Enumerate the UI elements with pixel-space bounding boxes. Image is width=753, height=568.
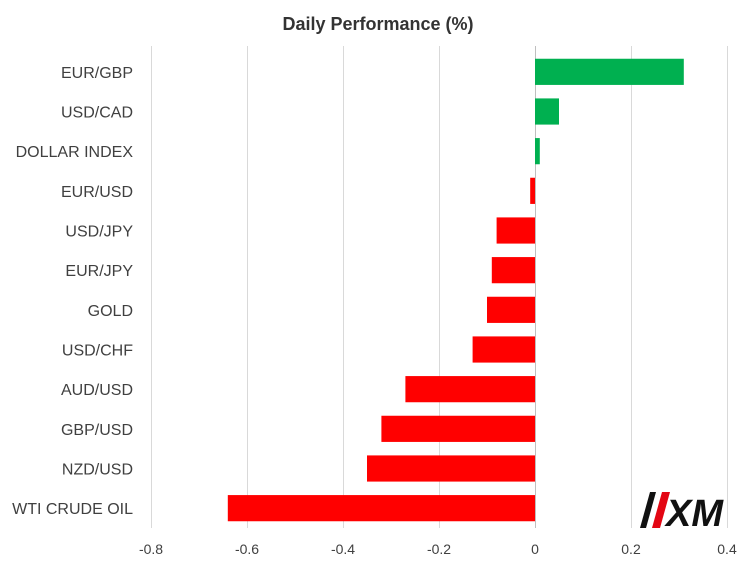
bar-usd-jpy (496, 217, 535, 244)
bar-aud-usd (405, 376, 535, 403)
category-label: EUR/JPY (65, 263, 133, 280)
chart-title: Daily Performance (%) (282, 14, 473, 34)
bar-eur-jpy (491, 257, 535, 284)
xm-logo-icon: XM (640, 492, 724, 535)
x-tick-label: 0.4 (717, 541, 737, 557)
bar-wti-crude-oil (227, 495, 536, 522)
category-labels: EUR/GBP USD/CAD DOLLAR INDEX EUR/USD USD/JPY… (12, 65, 133, 518)
category-label: GOLD (88, 303, 133, 320)
category-label: USD/CAD (61, 105, 133, 122)
bar-dollar-index (535, 138, 540, 165)
x-tick-label: -0.8 (139, 541, 163, 557)
bar-layer (227, 58, 684, 522)
bar-usd-chf (472, 336, 535, 363)
logo-stroke-red (652, 492, 670, 528)
category-label: USD/JPY (65, 224, 133, 241)
category-label: EUR/GBP (61, 65, 133, 82)
category-label: DOLLAR INDEX (16, 144, 134, 161)
bar-gold (487, 296, 535, 323)
x-tick-label: 0.2 (621, 541, 641, 557)
bar-eur-usd (530, 177, 535, 204)
x-tick-label: -0.6 (235, 541, 259, 557)
bar-eur-gbp (535, 58, 684, 85)
x-tick-label: 0 (531, 541, 539, 557)
category-label: GBP/USD (61, 422, 133, 439)
category-label: WTI CRUDE OIL (12, 501, 133, 518)
grid-layer (151, 46, 728, 528)
bar-nzd-usd (367, 455, 535, 482)
logo-stroke-dark (640, 492, 656, 528)
logo-text: XM (664, 493, 724, 535)
category-label: USD/CHF (62, 343, 133, 360)
x-tick-label: -0.4 (331, 541, 355, 557)
bar-gbp-usd (381, 415, 535, 442)
x-tick-label: -0.2 (427, 541, 451, 557)
category-label: AUD/USD (61, 382, 133, 399)
category-label: EUR/USD (61, 184, 133, 201)
category-label: NZD/USD (62, 462, 133, 479)
bar-usd-cad (535, 98, 559, 125)
tick-labels: -0.8 -0.6 -0.4 -0.2 0 0.2 0.4 (139, 541, 737, 557)
